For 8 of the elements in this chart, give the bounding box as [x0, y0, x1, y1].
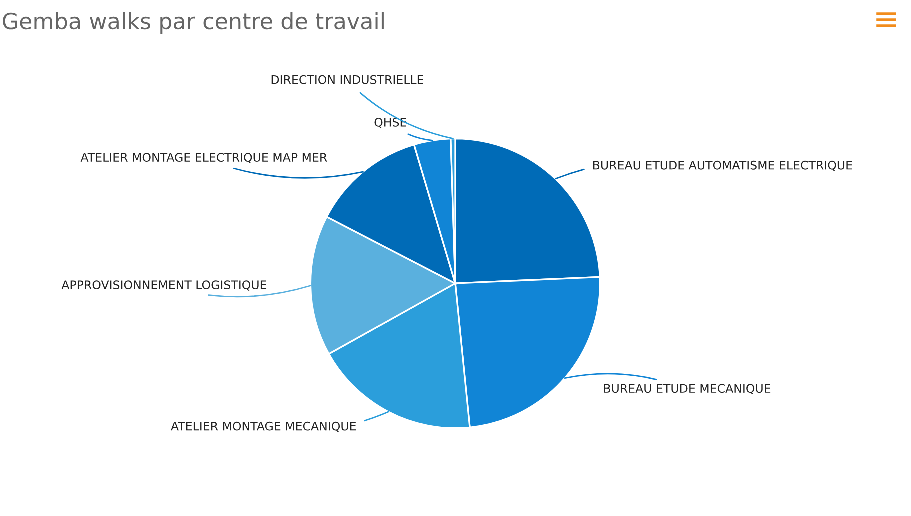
slice-label: ATELIER MONTAGE MECANIQUE — [171, 422, 356, 432]
slice-label: DIRECTION INDUSTRIELLE — [272, 75, 424, 84]
slice-label: QHSE — [374, 118, 406, 128]
slice-label: BUREAU ETUDE MECANIQUE — [604, 384, 771, 394]
slice-label: BUREAU ETUDE AUTOMATISME ELECTRIQUE — [594, 160, 852, 172]
slice-label: ATELIER MONTAGE ELECTRIQUE MAP MER — [80, 153, 328, 164]
chart-title: Gemba walks par centre de travail — [3, 12, 384, 34]
slice-label: APPROVISIONNEMENT LOGISTIQUE — [62, 280, 267, 291]
